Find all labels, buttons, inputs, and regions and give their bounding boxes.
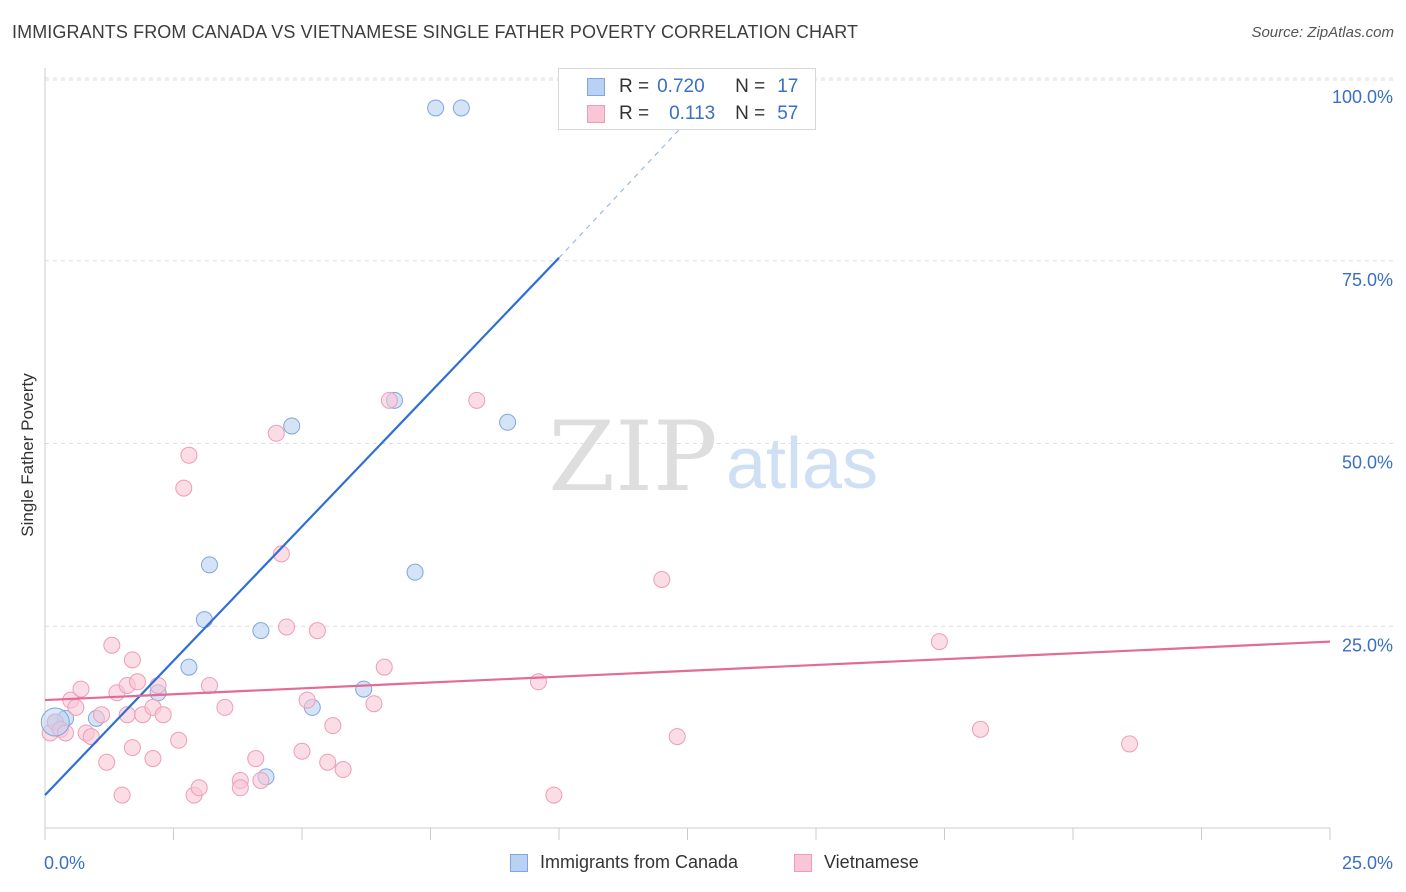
vietnamese-point <box>113 786 131 804</box>
vietnamese-point <box>231 779 249 797</box>
vietnamese-point <box>252 771 270 789</box>
watermark-atlas: atlas <box>726 424 878 504</box>
vietnamese-point <box>200 676 218 694</box>
vietnamese-point <box>365 695 383 713</box>
vietnamese-point <box>93 706 111 724</box>
vietnamese-point <box>98 753 116 771</box>
vietnamese-point <box>668 728 686 746</box>
vietnamese-point <box>529 673 547 691</box>
watermark-zip: ZIP <box>548 401 717 513</box>
axes <box>44 68 1331 840</box>
vietnamese-point <box>190 779 208 797</box>
legend-r-vietnamese: 0.113 <box>669 103 716 124</box>
series-label-vietnamese: Vietnamese <box>824 852 919 872</box>
vietnamese-point <box>653 570 671 588</box>
vietnamese-point <box>278 618 296 636</box>
vietnamese-point <box>293 742 311 760</box>
canada-point <box>200 556 218 574</box>
vietnamese-point <box>380 391 398 409</box>
vietnamese-point <box>103 636 121 654</box>
x-tick-label-max: 25.0% <box>1342 853 1393 873</box>
series-legend-vietnamese[interactable]: Vietnamese <box>794 852 919 873</box>
legend-r-label: R = <box>619 103 650 124</box>
series-legend-canada[interactable]: Immigrants from Canada <box>510 852 738 873</box>
data-points <box>40 99 1139 804</box>
series-swatch-canada <box>510 853 528 872</box>
canada-point <box>427 99 445 117</box>
vietnamese-point <box>129 673 147 691</box>
vietnamese-point <box>930 633 948 651</box>
legend-row-vietnamese: R = 0.113 N = 57 <box>559 101 798 127</box>
legend-n-label: N = <box>735 76 766 97</box>
legend-swatch-canada <box>587 78 605 96</box>
canada-cluster-point <box>40 707 70 737</box>
vietnamese-point <box>247 750 265 768</box>
vietnamese-point <box>149 676 167 694</box>
canada-point <box>355 680 373 698</box>
legend-r-label: R = <box>619 76 650 97</box>
x-tick-label-min: 0.0% <box>44 853 85 873</box>
legend-row-canada: R = 0.720 N = 17 <box>559 74 798 100</box>
y-tick-label: 75.0% <box>1342 270 1393 290</box>
legend-r-canada: 0.720 <box>657 76 705 97</box>
vietnamese-point <box>170 731 188 749</box>
vietnamese-point <box>1121 735 1139 753</box>
vietnamese-point <box>175 479 193 497</box>
vietnamese-point <box>144 750 162 768</box>
vietnamese-point <box>216 698 234 716</box>
legend-n-canada: 17 <box>777 76 799 97</box>
series-swatch-vietnamese <box>794 853 812 872</box>
vietnamese-point <box>123 651 141 669</box>
vietnamese-point <box>545 786 563 804</box>
vietnamese-point <box>324 717 342 735</box>
vietnamese-point <box>334 761 352 779</box>
canada-point <box>283 417 301 435</box>
vietnamese-point <box>971 720 989 738</box>
legend-n-label: N = <box>735 103 766 124</box>
vietnamese-point <box>72 680 90 698</box>
y-tick-label: 50.0% <box>1342 453 1393 473</box>
vietnamese-point <box>67 698 85 716</box>
vietnamese-point <box>267 424 285 442</box>
vietnamese-point <box>123 739 141 757</box>
correlation-legend: R = 0.720 N = 17 R = 0.113 N = 57 <box>558 68 816 130</box>
legend-n-vietnamese: 57 <box>777 103 799 124</box>
vietnamese-point <box>272 545 290 563</box>
canada-point <box>195 611 213 629</box>
series-legend: Immigrants from Canada Vietnamese <box>0 852 1406 876</box>
canada-trend-line <box>44 257 560 796</box>
legend-swatch-vietnamese <box>587 105 605 123</box>
canada-point <box>406 563 424 581</box>
y-tick-label: 100.0% <box>1332 87 1393 107</box>
vietnamese-point <box>180 446 198 464</box>
vietnamese-point <box>319 753 337 771</box>
vietnamese-point <box>308 622 326 640</box>
vietnamese-point <box>154 706 172 724</box>
vietnamese-point <box>468 391 486 409</box>
watermark: ZIP atlas <box>548 401 878 513</box>
vietnamese-point <box>82 728 100 746</box>
canada-point <box>180 658 198 676</box>
canada-point <box>452 99 470 117</box>
vietnamese-point <box>375 658 393 676</box>
trend-lines <box>44 103 1331 796</box>
source-credit: Source: ZipAtlas.com <box>1251 24 1394 41</box>
canada-point <box>252 622 270 640</box>
tick-labels: 25.0% 50.0% 75.0% 100.0% 0.0% 25.0% <box>44 87 1393 873</box>
chart-title: IMMIGRANTS FROM CANADA VS VIETNAMESE SIN… <box>12 22 859 42</box>
vietnamese-point <box>298 691 316 709</box>
canada-point <box>499 413 517 431</box>
vietnamese-trend-line <box>44 640 1331 702</box>
y-tick-label: 25.0% <box>1342 635 1393 655</box>
gridlines <box>45 77 1395 627</box>
series-label-canada: Immigrants from Canada <box>540 852 739 872</box>
